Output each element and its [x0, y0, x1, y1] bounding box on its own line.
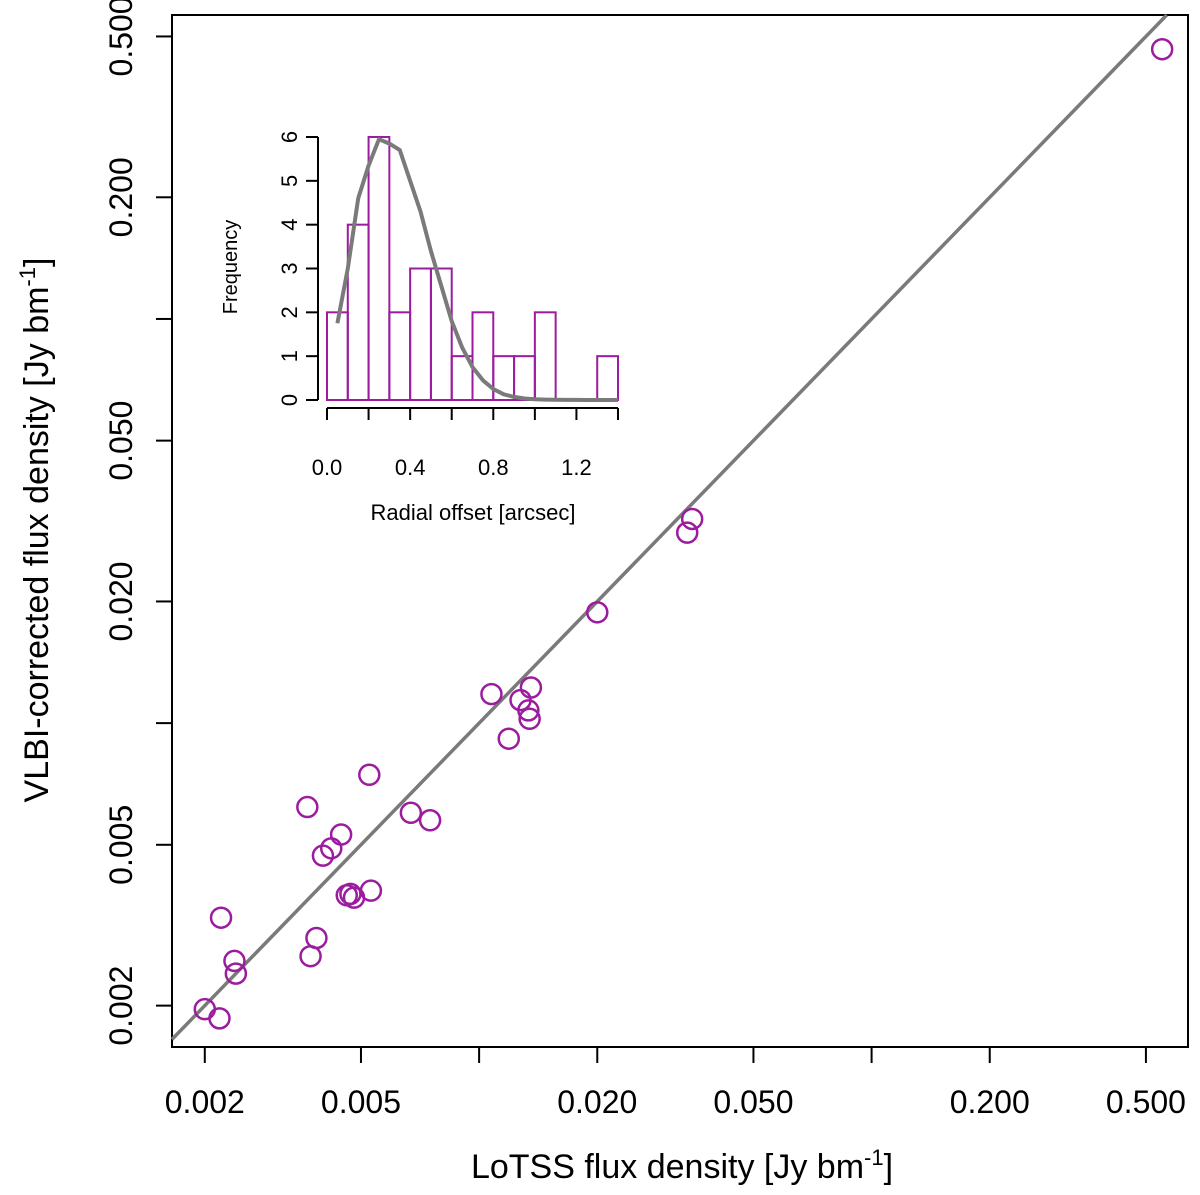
main-y-tick-label: 0.020 — [103, 561, 139, 641]
main-plot-area — [170, 13, 1174, 1041]
histogram-bar — [367, 136, 391, 401]
data-point — [399, 801, 423, 825]
main-x-tick-label: 0.500 — [1106, 1084, 1186, 1120]
main-y-axis: 0.002 0.005 0.020 0.050 0.200 0.500 — [103, 0, 172, 1046]
inset-x-axis-title: Radial offset [arcsec] — [370, 500, 575, 525]
main-x-axis: 0.002 0.005 0.020 0.050 0.200 0.500 — [165, 1047, 1186, 1120]
inset-y-tick-label: 1 — [277, 350, 302, 362]
data-point — [359, 879, 383, 902]
data-point — [296, 795, 319, 819]
inset-x-tick-label: 1.2 — [561, 455, 592, 480]
data-point — [224, 962, 248, 985]
inset-x-axis: 0.0 0.4 0.8 1.2 — [312, 407, 619, 480]
data-point — [311, 844, 335, 867]
inset-x-tick-label: 0.8 — [478, 455, 509, 480]
main-y-axis-title-superscript: -1 — [15, 267, 40, 287]
inset-y-tick-label: 2 — [277, 306, 302, 318]
data-point — [418, 809, 442, 832]
inset-y-axis-title: Frequency — [220, 220, 242, 315]
data-point — [497, 727, 521, 750]
main-x-tick-label: 0.050 — [713, 1084, 793, 1120]
main-y-axis-title: VLBI-corrected flux density [Jy bm-1] — [15, 258, 56, 803]
main-y-tick-label: 0.005 — [103, 805, 139, 885]
inset-y-tick-label: 6 — [277, 131, 302, 143]
main-y-axis-title-end: ] — [18, 258, 56, 267]
main-plot-frame — [171, 14, 1189, 1048]
data-point — [305, 926, 328, 950]
data-point — [1150, 37, 1174, 61]
main-x-tick-label: 0.200 — [950, 1084, 1030, 1120]
data-point — [519, 676, 543, 699]
data-point — [208, 1007, 231, 1030]
main-y-tick-label: 0.200 — [103, 157, 139, 237]
main-x-axis-title-superscript: -1 — [864, 1145, 884, 1170]
main-y-tick-label: 0.050 — [103, 401, 139, 481]
inset-y-tick-label: 5 — [277, 175, 302, 187]
main-x-axis-title-end: ] — [884, 1148, 893, 1186]
main-y-tick-label: 0.002 — [103, 966, 139, 1046]
main-y-axis-title-text: VLBI-corrected flux density [Jy bm — [18, 287, 56, 803]
main-x-tick-label: 0.002 — [165, 1084, 245, 1120]
data-point — [517, 699, 540, 722]
main-x-axis-title: LoTSS flux density [Jy bm-1] — [471, 1145, 893, 1186]
histogram-bar — [429, 267, 453, 401]
inset-x-tick-label: 0.0 — [312, 455, 343, 480]
data-point — [480, 682, 503, 706]
data-point — [329, 823, 353, 846]
main-x-axis-title-text: LoTSS flux density [Jy bm — [471, 1148, 864, 1186]
data-point — [675, 521, 699, 544]
main-y-tick-label: 0.500 — [103, 0, 139, 76]
main-x-tick-label: 0.020 — [557, 1084, 637, 1120]
data-point — [518, 707, 541, 731]
data-point — [209, 906, 233, 929]
inset-histogram — [326, 136, 620, 402]
inset-y-tick-label: 4 — [277, 219, 302, 231]
data-point — [358, 763, 381, 787]
main-x-tick-label: 0.005 — [321, 1084, 401, 1120]
data-point — [680, 507, 704, 531]
inset-y-axis: 0 1 2 3 4 5 6 — [277, 131, 319, 406]
inset-x-tick-label: 0.4 — [395, 455, 426, 480]
inset-y-tick-label: 0 — [277, 394, 302, 406]
data-point — [223, 949, 246, 973]
fitted-curve — [335, 137, 618, 402]
one-to-one-line — [170, 13, 1169, 1041]
inset-y-tick-label: 3 — [277, 262, 302, 274]
data-point — [586, 601, 609, 624]
